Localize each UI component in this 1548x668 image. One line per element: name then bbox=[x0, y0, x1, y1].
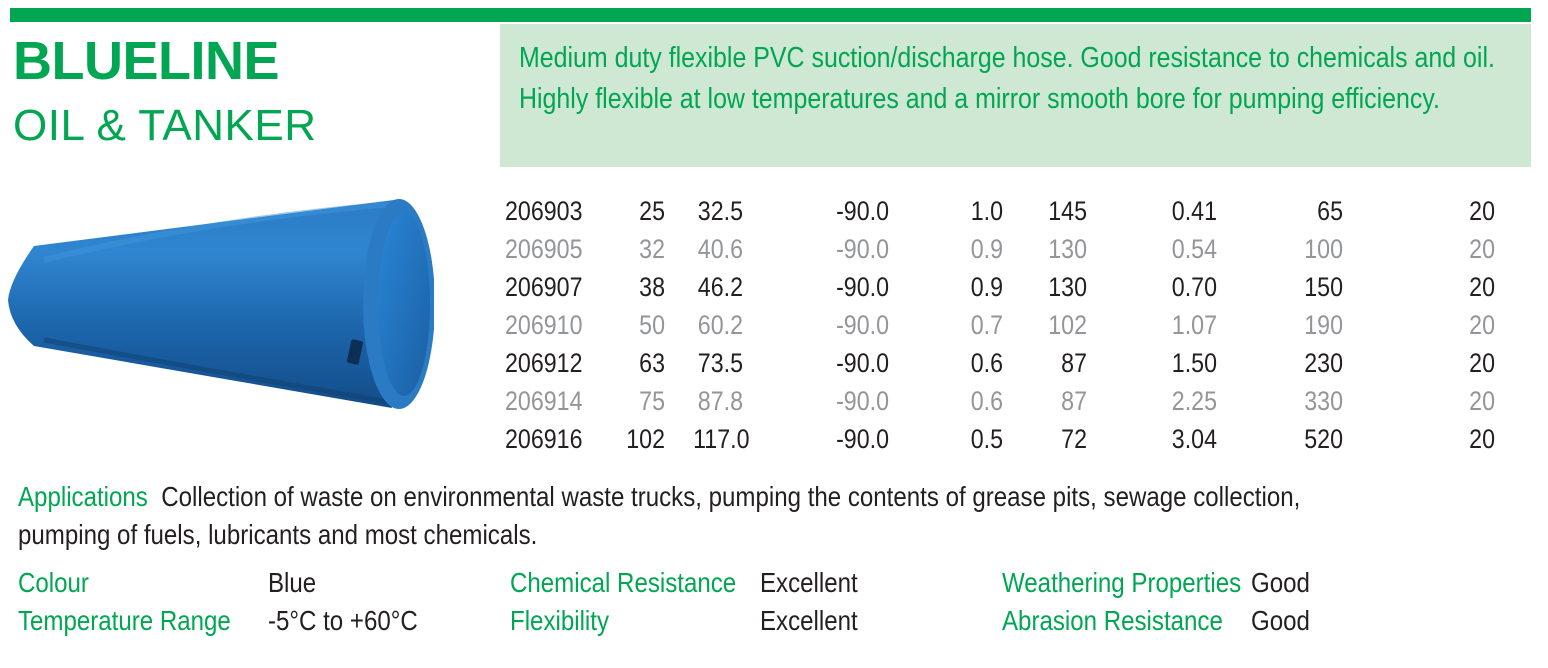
table-cell: 72 bbox=[1061, 424, 1087, 454]
table-row: 206903 25 32.5 -90.0 1.0 145 0.41 65 20 bbox=[505, 192, 1505, 230]
applications-paragraph: Applications Collection of waste on envi… bbox=[18, 478, 1360, 554]
table-row: 206907 38 46.2 -90.0 0.9 130 0.70 150 20 bbox=[505, 268, 1505, 306]
table-cell: 2.25 bbox=[1171, 386, 1217, 416]
table-cell: 130 bbox=[1048, 234, 1087, 264]
temperature-value: -5°C to +60°C bbox=[268, 605, 418, 636]
chemical-resistance-value: Excellent bbox=[760, 567, 858, 598]
table-cell: -90.0 bbox=[836, 310, 889, 340]
table-cell: 87.8 bbox=[697, 386, 743, 416]
table-cell: -90.0 bbox=[836, 234, 889, 264]
table-cell: 46.2 bbox=[697, 272, 743, 302]
table-cell: 20 bbox=[1469, 196, 1495, 226]
table-cell: 0.9 bbox=[970, 234, 1003, 264]
product-subtitle: OIL & TANKER bbox=[13, 101, 317, 150]
table-cell: 32 bbox=[639, 234, 665, 264]
table-cell: 206907 bbox=[505, 272, 583, 302]
weathering-value: Good bbox=[1251, 567, 1310, 598]
top-green-rule bbox=[10, 8, 1531, 22]
product-title: BLUELINE bbox=[13, 31, 280, 91]
colour-label: Colour bbox=[18, 567, 89, 598]
table-cell: 20 bbox=[1469, 310, 1495, 340]
table-cell: 102 bbox=[1048, 310, 1087, 340]
temperature-label: Temperature Range bbox=[18, 605, 231, 636]
table-cell: 520 bbox=[1304, 424, 1343, 454]
table-cell: 206916 bbox=[505, 424, 583, 454]
table-cell: 0.7 bbox=[970, 310, 1003, 340]
hose-bore bbox=[378, 212, 430, 396]
table-cell: 20 bbox=[1469, 272, 1495, 302]
colour-value: Blue bbox=[268, 567, 317, 598]
table-cell: 40.6 bbox=[697, 234, 743, 264]
table-row: 206912 63 73.5 -90.0 0.6 87 1.50 230 20 bbox=[505, 344, 1505, 382]
table-cell: 38 bbox=[639, 272, 665, 302]
table-cell: 117.0 bbox=[693, 424, 750, 454]
table-row: 206905 32 40.6 -90.0 0.9 130 0.54 100 20 bbox=[505, 230, 1505, 268]
table-cell: 230 bbox=[1304, 348, 1343, 378]
table-cell: -90.0 bbox=[836, 386, 889, 416]
table-cell: 102 bbox=[626, 424, 665, 454]
table-cell: 1.50 bbox=[1171, 348, 1217, 378]
table-cell: 87 bbox=[1061, 386, 1087, 416]
table-cell: 1.0 bbox=[970, 196, 1003, 226]
blue-hose-image bbox=[8, 199, 434, 409]
weathering-label: Weathering Properties bbox=[1002, 567, 1242, 598]
table-row: 206914 75 87.8 -90.0 0.6 87 2.25 330 20 bbox=[505, 382, 1505, 420]
table-cell: 206903 bbox=[505, 196, 583, 226]
applications-label: Applications bbox=[18, 481, 148, 512]
table-row: 206916 102 117.0 -90.0 0.5 72 3.04 520 2… bbox=[505, 420, 1505, 458]
table-cell: 63 bbox=[639, 348, 665, 378]
abrasion-resistance-value: Good bbox=[1251, 605, 1310, 636]
table-cell: 20 bbox=[1469, 386, 1495, 416]
table-cell: 150 bbox=[1304, 272, 1343, 302]
table-cell: -90.0 bbox=[836, 196, 889, 226]
table-cell: 3.04 bbox=[1171, 424, 1217, 454]
table-cell: 87 bbox=[1061, 348, 1087, 378]
table-cell: 0.5 bbox=[970, 424, 1003, 454]
flexibility-label: Flexibility bbox=[510, 605, 610, 636]
table-cell: -90.0 bbox=[836, 424, 889, 454]
table-cell: 190 bbox=[1304, 310, 1343, 340]
table-cell: -90.0 bbox=[836, 348, 889, 378]
table-cell: 73.5 bbox=[697, 348, 743, 378]
table-cell: 100 bbox=[1304, 234, 1343, 264]
table-cell: 20 bbox=[1469, 348, 1495, 378]
table-cell: 145 bbox=[1048, 196, 1087, 226]
description-panel bbox=[500, 24, 1531, 167]
product-description: Medium duty flexible PVC suction/dischar… bbox=[519, 42, 1495, 115]
table-cell: 50 bbox=[639, 310, 665, 340]
chemical-resistance-label: Chemical Resistance bbox=[510, 567, 737, 598]
table-cell: 20 bbox=[1469, 234, 1495, 264]
table-cell: 206905 bbox=[505, 234, 583, 264]
table-cell: 0.41 bbox=[1171, 196, 1217, 226]
abrasion-resistance-label: Abrasion Resistance bbox=[1002, 605, 1223, 636]
table-cell: 0.6 bbox=[970, 386, 1003, 416]
table-cell: 0.9 bbox=[970, 272, 1003, 302]
table-cell: 206914 bbox=[505, 386, 583, 416]
table-cell: -90.0 bbox=[836, 272, 889, 302]
table-cell: 330 bbox=[1304, 386, 1343, 416]
table-cell: 0.6 bbox=[970, 348, 1003, 378]
table-cell: 32.5 bbox=[697, 196, 743, 226]
table-cell: 206912 bbox=[505, 348, 583, 378]
applications-text: Collection of waste on environmental was… bbox=[18, 481, 1301, 550]
table-cell: 75 bbox=[639, 386, 665, 416]
table-cell: 65 bbox=[1317, 196, 1343, 226]
table-cell: 206910 bbox=[505, 310, 583, 340]
table-cell: 1.07 bbox=[1171, 310, 1217, 340]
table-cell: 130 bbox=[1048, 272, 1087, 302]
hose-body bbox=[8, 200, 394, 408]
table-cell: 60.2 bbox=[697, 310, 743, 340]
flexibility-value: Excellent bbox=[760, 605, 858, 636]
table-cell: 25 bbox=[639, 196, 665, 226]
table-row: 206910 50 60.2 -90.0 0.7 102 1.07 190 20 bbox=[505, 306, 1505, 344]
table-cell: 0.54 bbox=[1171, 234, 1217, 264]
table-cell: 0.70 bbox=[1171, 272, 1217, 302]
table-cell: 20 bbox=[1469, 424, 1495, 454]
